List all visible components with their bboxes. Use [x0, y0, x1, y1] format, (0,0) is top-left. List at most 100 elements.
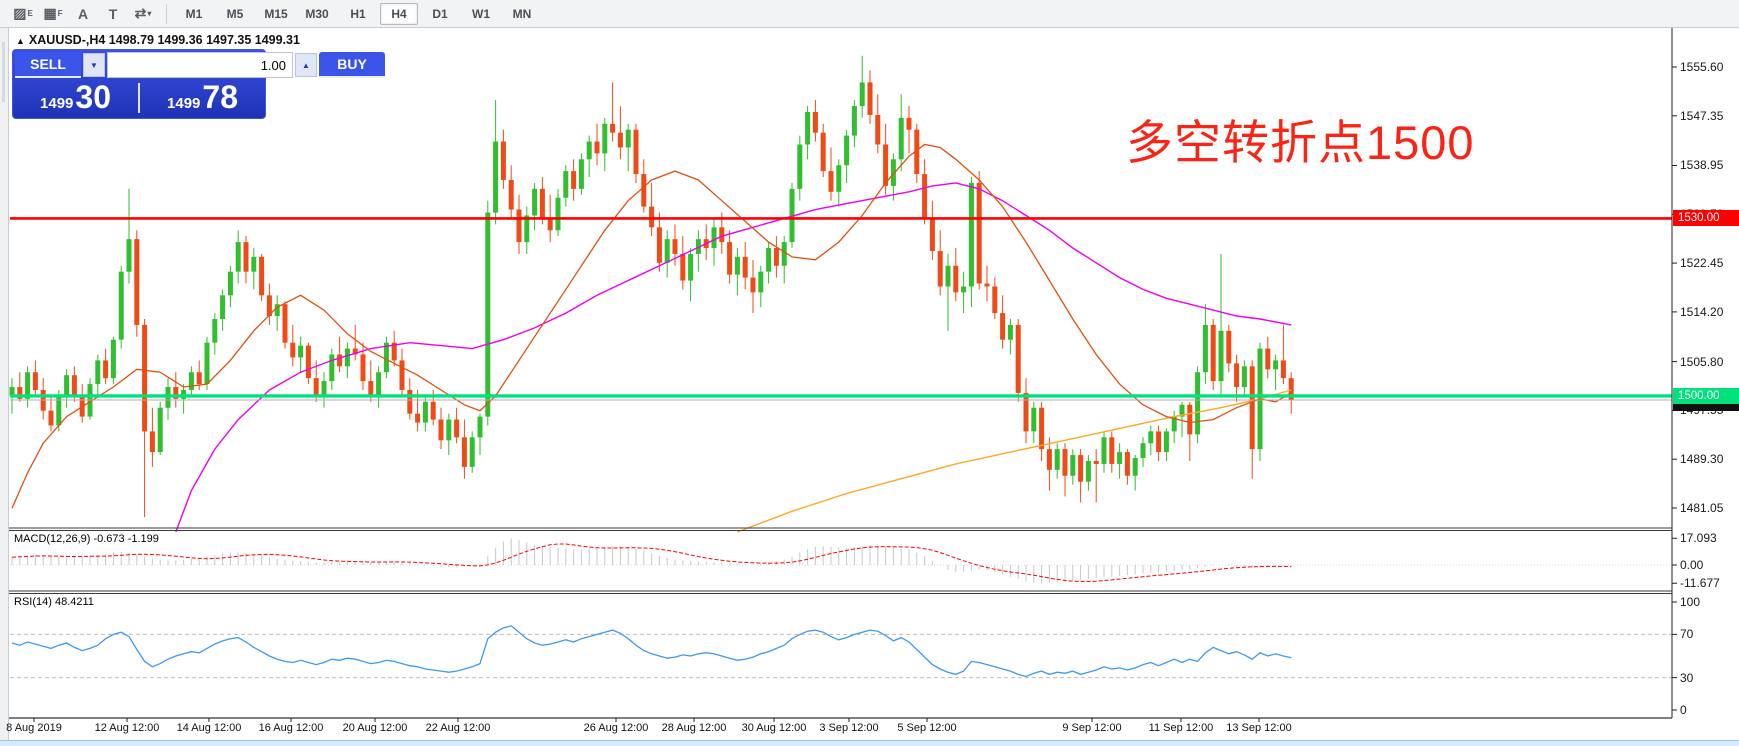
sell-price[interactable]: 1499 30 [13, 79, 138, 117]
price-divider [138, 83, 140, 113]
time-axis-label: 30 Aug 12:00 [741, 722, 807, 734]
candle-bull [110, 339, 116, 379]
candle-bull [329, 354, 335, 382]
candle-bull [1202, 324, 1208, 373]
candle-bear [937, 250, 943, 287]
macd-signal-line [11, 543, 1292, 582]
buy-button[interactable]: BUY [319, 52, 385, 78]
candle-bull [664, 239, 670, 263]
candle-bull [1007, 324, 1013, 340]
candle-bull [1031, 407, 1037, 432]
volume-input[interactable] [107, 52, 293, 78]
candle-bull [126, 239, 132, 272]
candle-bull [9, 387, 15, 396]
buy-price[interactable]: 1499 78 [140, 79, 265, 117]
candle-bull [1140, 443, 1146, 459]
rsi-label: RSI(14) 48.4211 [14, 596, 94, 608]
timeframe-button-h1[interactable]: H1 [350, 6, 366, 21]
candle-bear [1288, 378, 1294, 401]
candle-bear [922, 174, 928, 219]
candle-bear [454, 419, 460, 438]
candle-bear [142, 324, 148, 432]
candle-bear [1109, 437, 1115, 464]
candle-bear [1187, 404, 1193, 435]
expert-advisors-icon[interactable]: ▨ E [13, 5, 33, 21]
price-tick-label: 1481.05 [1680, 501, 1724, 515]
time-axis-label: 22 Aug 12:00 [425, 722, 491, 734]
text-label-icon[interactable]: A [77, 5, 89, 22]
candle-bull [1117, 452, 1123, 464]
timeframe-button-w1[interactable]: W1 [472, 6, 490, 21]
timeframe-button-m1[interactable]: M1 [185, 6, 203, 21]
collapse-triangle-icon[interactable]: ▲ [16, 36, 25, 46]
candle-bull [383, 342, 389, 373]
toolbar-separator [166, 3, 167, 24]
macd-pane-separator[interactable] [9, 527, 1672, 532]
candle-bull [376, 372, 382, 396]
candle-bear [633, 129, 639, 175]
candle-bear [617, 132, 623, 148]
cycle-lines-icon[interactable]: ⇄ ▾ [134, 5, 152, 21]
candle-bull [1163, 431, 1169, 453]
timeframe-button-m5[interactable]: M5 [226, 6, 244, 21]
rsi-axis-label: 100 [1680, 595, 1701, 609]
candle-bull [797, 144, 803, 189]
text-box-icon[interactable]: T [108, 5, 118, 22]
sell-button[interactable]: SELL [15, 52, 81, 78]
timeframe-button-d1[interactable]: D1 [432, 6, 448, 21]
candle-bear [461, 437, 467, 467]
candle-bull [1179, 404, 1185, 417]
candle-bull [1273, 360, 1279, 370]
candle-bear [571, 171, 577, 189]
splitter-handle[interactable] [2, 42, 5, 102]
volume-increase-button[interactable]: ▲ [295, 53, 317, 77]
candle-bear [1249, 366, 1255, 450]
candle-bull [734, 256, 740, 275]
macd-axis-label: 17.093 [1680, 531, 1717, 546]
candle-bull [220, 295, 226, 319]
candle-bull [95, 360, 101, 385]
candle-bear [149, 431, 155, 453]
sell-price-big: 30 [75, 79, 111, 115]
time-axis-label: 13 Sep 12:00 [1226, 722, 1292, 734]
candle-bear [1226, 330, 1232, 364]
price-tick-label: 1538.95 [1680, 158, 1724, 173]
timeframe-button-h4[interactable]: H4 [380, 2, 418, 25]
candle-bull [493, 141, 499, 213]
rsi-pane-separator[interactable] [9, 589, 1672, 594]
timeframe-button-m15[interactable]: M15 [264, 6, 288, 21]
candle-bear [352, 348, 358, 355]
candle-bull [1085, 460, 1091, 482]
hline-price-label-1530.00: 1530.00 [1673, 210, 1739, 227]
candle-bear [1156, 431, 1162, 453]
window-bottom-edge [0, 740, 1739, 746]
candle-bear [719, 227, 725, 243]
candle-bull [422, 401, 428, 423]
candle-bull [1132, 458, 1138, 476]
candle-bear [547, 218, 553, 231]
indicator-grid-icon[interactable]: ▦ F [43, 5, 63, 21]
candle-bear [773, 248, 779, 266]
candle-bear [1000, 313, 1006, 340]
candle-bear [391, 342, 397, 361]
sell-price-small: 1499 [40, 94, 74, 112]
ma-slow-line [175, 182, 1292, 533]
candle-bull [477, 416, 483, 438]
rsi-line [11, 625, 1292, 678]
candle-bull [344, 348, 350, 367]
candle-bear [430, 401, 436, 420]
candle-bull [1241, 366, 1247, 388]
candle-bull [625, 129, 631, 148]
timeframe-button-mn[interactable]: MN [512, 6, 532, 21]
candle-bear [672, 239, 678, 254]
candle-bear [680, 253, 686, 281]
candle-bear [1093, 460, 1099, 464]
candle-bull [469, 437, 475, 467]
candle-bull [1148, 431, 1154, 444]
candle-bear [641, 174, 647, 207]
symbol-ohlc-text: XAUUSD-,H4 1498.79 1499.36 1497.35 1499.… [28, 33, 300, 47]
candle-bear [1124, 452, 1130, 476]
volume-decrease-button[interactable]: ▼ [83, 53, 105, 77]
timeframe-button-m30[interactable]: M30 [305, 6, 329, 21]
